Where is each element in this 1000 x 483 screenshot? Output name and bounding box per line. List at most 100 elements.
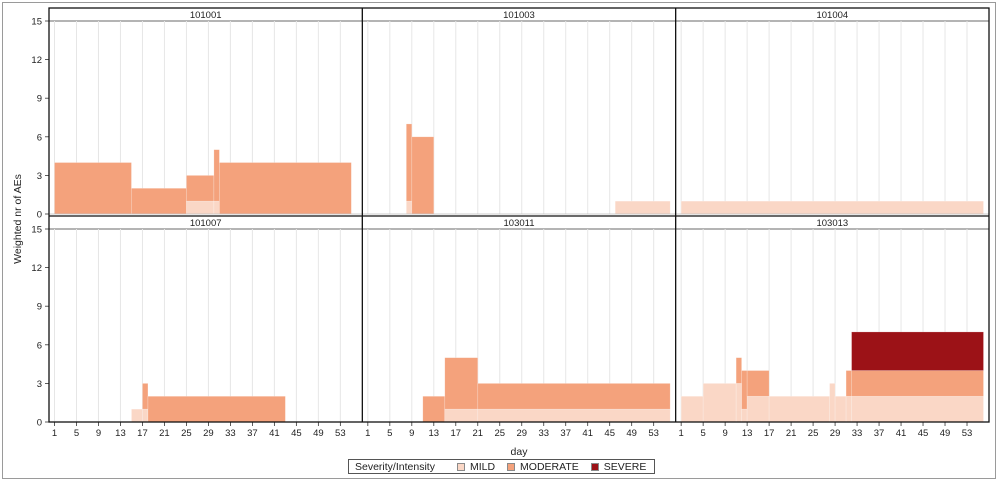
panel-grid-border <box>48 7 990 423</box>
panel-title: 103013 <box>816 218 848 229</box>
x-tick-label: 49 <box>626 428 637 439</box>
x-tick-label: 13 <box>742 428 753 439</box>
area-segment-mild <box>406 200 413 215</box>
area-segment-severe <box>851 331 984 371</box>
y-tick-label: 15 <box>31 17 42 28</box>
x-tick-label: 29 <box>516 428 527 439</box>
y-tick-label: 9 <box>37 302 42 313</box>
area-segment-mild <box>680 200 984 215</box>
area-segment-mild <box>741 408 748 423</box>
x-tick-label: 45 <box>604 428 615 439</box>
x-tick-label: 37 <box>560 428 571 439</box>
x-tick-label: 29 <box>830 428 841 439</box>
area-segment-moderate <box>131 187 187 215</box>
x-tick-label: 49 <box>313 428 324 439</box>
x-tick-label: 53 <box>335 428 346 439</box>
x-tick-label: 53 <box>648 428 659 439</box>
area-segment-moderate <box>213 149 220 202</box>
x-tick-label: 17 <box>137 428 148 439</box>
x-tick-label: 53 <box>962 428 973 439</box>
area-segment-mild <box>444 408 479 423</box>
x-tick-label: 49 <box>940 428 951 439</box>
x-tick-label: 45 <box>291 428 302 439</box>
area-segment-mild <box>142 408 149 423</box>
x-tick-label: 25 <box>808 428 819 439</box>
area-segment-moderate <box>142 383 149 410</box>
y-tick-label: 12 <box>31 263 42 274</box>
area-segment-moderate <box>746 370 770 397</box>
x-tick-label: 21 <box>159 428 170 439</box>
x-tick-label: 25 <box>181 428 192 439</box>
x-tick-label: 1 <box>365 428 370 439</box>
area-segment-mild <box>186 200 215 215</box>
legend-item-moderate: MODERATE <box>507 461 579 473</box>
y-axis-title: Weighted nr of AEs <box>12 174 24 264</box>
x-tick-label: 13 <box>115 428 126 439</box>
x-tick-label: 33 <box>852 428 863 439</box>
area-segment-moderate <box>219 162 352 215</box>
x-tick-label: 1 <box>679 428 684 439</box>
area-segment-moderate <box>444 357 479 410</box>
area-segment-moderate <box>186 175 215 202</box>
area-segment-mild <box>131 408 143 423</box>
area-segment-mild <box>735 383 742 423</box>
area-segment-moderate <box>411 136 435 215</box>
x-tick-label: 33 <box>225 428 236 439</box>
legend-swatch-mild <box>456 462 465 471</box>
area-segment-mild <box>702 383 737 423</box>
legend-swatch-moderate <box>507 462 516 471</box>
panel-title: 101004 <box>816 10 848 21</box>
y-tick-label: 6 <box>37 132 42 143</box>
panel-title: 101001 <box>190 10 222 21</box>
area-segment-moderate <box>741 370 748 410</box>
area-segment-mild <box>851 395 984 423</box>
x-tick-label: 13 <box>429 428 440 439</box>
x-tick-label: 25 <box>494 428 505 439</box>
x-tick-label: 9 <box>409 428 414 439</box>
x-tick-label: 29 <box>203 428 214 439</box>
x-tick-label: 17 <box>450 428 461 439</box>
x-tick-label: 41 <box>582 428 593 439</box>
x-tick-label: 21 <box>786 428 797 439</box>
y-tick-label: 0 <box>37 210 42 221</box>
x-tick-label: 5 <box>701 428 706 439</box>
x-tick-label: 9 <box>722 428 727 439</box>
area-segment-mild <box>834 395 847 423</box>
area-segment-mild <box>746 395 770 423</box>
x-tick-label: 1 <box>52 428 57 439</box>
area-segment-moderate <box>845 370 852 397</box>
legend-swatch-severe <box>590 462 599 471</box>
area-segment-mild <box>680 395 704 423</box>
x-tick-label: 37 <box>874 428 885 439</box>
legend-item-mild: MILD <box>456 461 495 473</box>
y-tick-label: 15 <box>31 225 42 236</box>
area-segment-moderate <box>54 162 132 215</box>
legend-label-severe: SEVERE <box>603 460 647 473</box>
x-tick-label: 33 <box>538 428 549 439</box>
x-tick-label: 21 <box>472 428 483 439</box>
area-segment-moderate <box>851 370 984 397</box>
area-segment-moderate <box>735 357 742 384</box>
x-tick-label: 41 <box>269 428 280 439</box>
y-tick-label: 0 <box>37 418 42 429</box>
y-tick-label: 9 <box>37 94 42 105</box>
area-segment-mild <box>768 395 830 423</box>
y-tick-label: 3 <box>37 379 42 390</box>
x-tick-label: 45 <box>918 428 929 439</box>
panel-title: 101007 <box>190 218 222 229</box>
x-tick-label: 41 <box>896 428 907 439</box>
area-segment-mild <box>477 408 671 423</box>
x-tick-label: 17 <box>764 428 775 439</box>
x-tick-label: 37 <box>247 428 258 439</box>
panel-title: 101003 <box>503 10 535 21</box>
y-tick-label: 6 <box>37 340 42 351</box>
area-segment-moderate <box>147 395 286 423</box>
y-tick-label: 12 <box>31 55 42 66</box>
area-segment-moderate <box>406 123 413 202</box>
x-tick-label: 5 <box>74 428 79 439</box>
legend-label-moderate: MODERATE <box>520 460 579 473</box>
area-segment-moderate <box>477 383 671 410</box>
panel-title: 103011 <box>504 218 535 229</box>
